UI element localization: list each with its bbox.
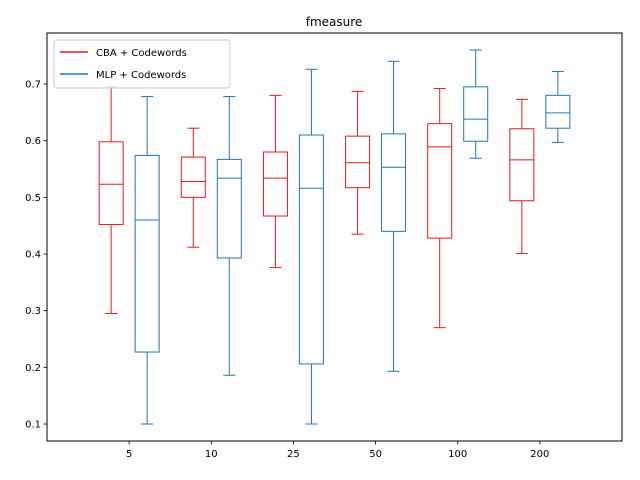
plot-area	[98, 49, 571, 425]
axes-frame	[46, 32, 623, 442]
box-iqr	[509, 128, 535, 202]
x-tick-label: 10	[205, 449, 218, 460]
box-iqr	[180, 156, 206, 198]
box-plot	[381, 60, 407, 372]
x-tick-label: 200	[530, 449, 549, 460]
box-plot	[345, 90, 371, 235]
y-axis: 0.1 0.2 0.3 0.4 0.5 0.6 0.7	[25, 80, 47, 431]
box-iqr	[98, 141, 124, 226]
legend-frame	[53, 39, 231, 89]
box-iqr	[134, 154, 160, 353]
box-plot	[427, 88, 453, 329]
x-tick-label: 25	[287, 449, 300, 460]
box-plot	[545, 71, 571, 143]
box-iqr	[345, 135, 371, 189]
box-plot	[463, 49, 489, 159]
y-tick-label: 0.4	[25, 250, 41, 261]
y-tick-label: 0.7	[25, 80, 41, 91]
y-tick-label: 0.2	[25, 363, 41, 374]
box-plot	[134, 95, 160, 425]
legend-label: MLP + Codewords	[96, 70, 186, 81]
box-iqr	[427, 123, 453, 239]
x-tick-label: 100	[448, 449, 467, 460]
box-iqr	[262, 151, 288, 217]
legend: CBA + Codewords MLP + Codewords	[53, 39, 231, 89]
y-tick-label: 0.3	[25, 306, 41, 317]
chart-title: fmeasure	[306, 15, 363, 29]
box-iqr	[298, 134, 324, 365]
box-iqr	[381, 133, 407, 232]
box-plot	[216, 95, 242, 376]
box-plot	[509, 98, 535, 254]
box-plot	[262, 94, 288, 269]
x-tick-label: 50	[369, 449, 382, 460]
x-axis: 5 10 25 50 100 200	[126, 441, 549, 460]
box-iqr	[216, 158, 242, 259]
box-plot	[298, 68, 324, 425]
box-iqr	[463, 86, 489, 142]
box-iqr	[545, 94, 571, 129]
box-plot	[180, 127, 206, 248]
x-tick-label: 5	[126, 449, 132, 460]
y-tick-label: 0.6	[25, 136, 41, 147]
box-plot	[98, 86, 124, 314]
y-tick-label: 0.5	[25, 193, 41, 204]
legend-label: CBA + Codewords	[96, 48, 187, 59]
y-tick-label: 0.1	[25, 420, 41, 431]
